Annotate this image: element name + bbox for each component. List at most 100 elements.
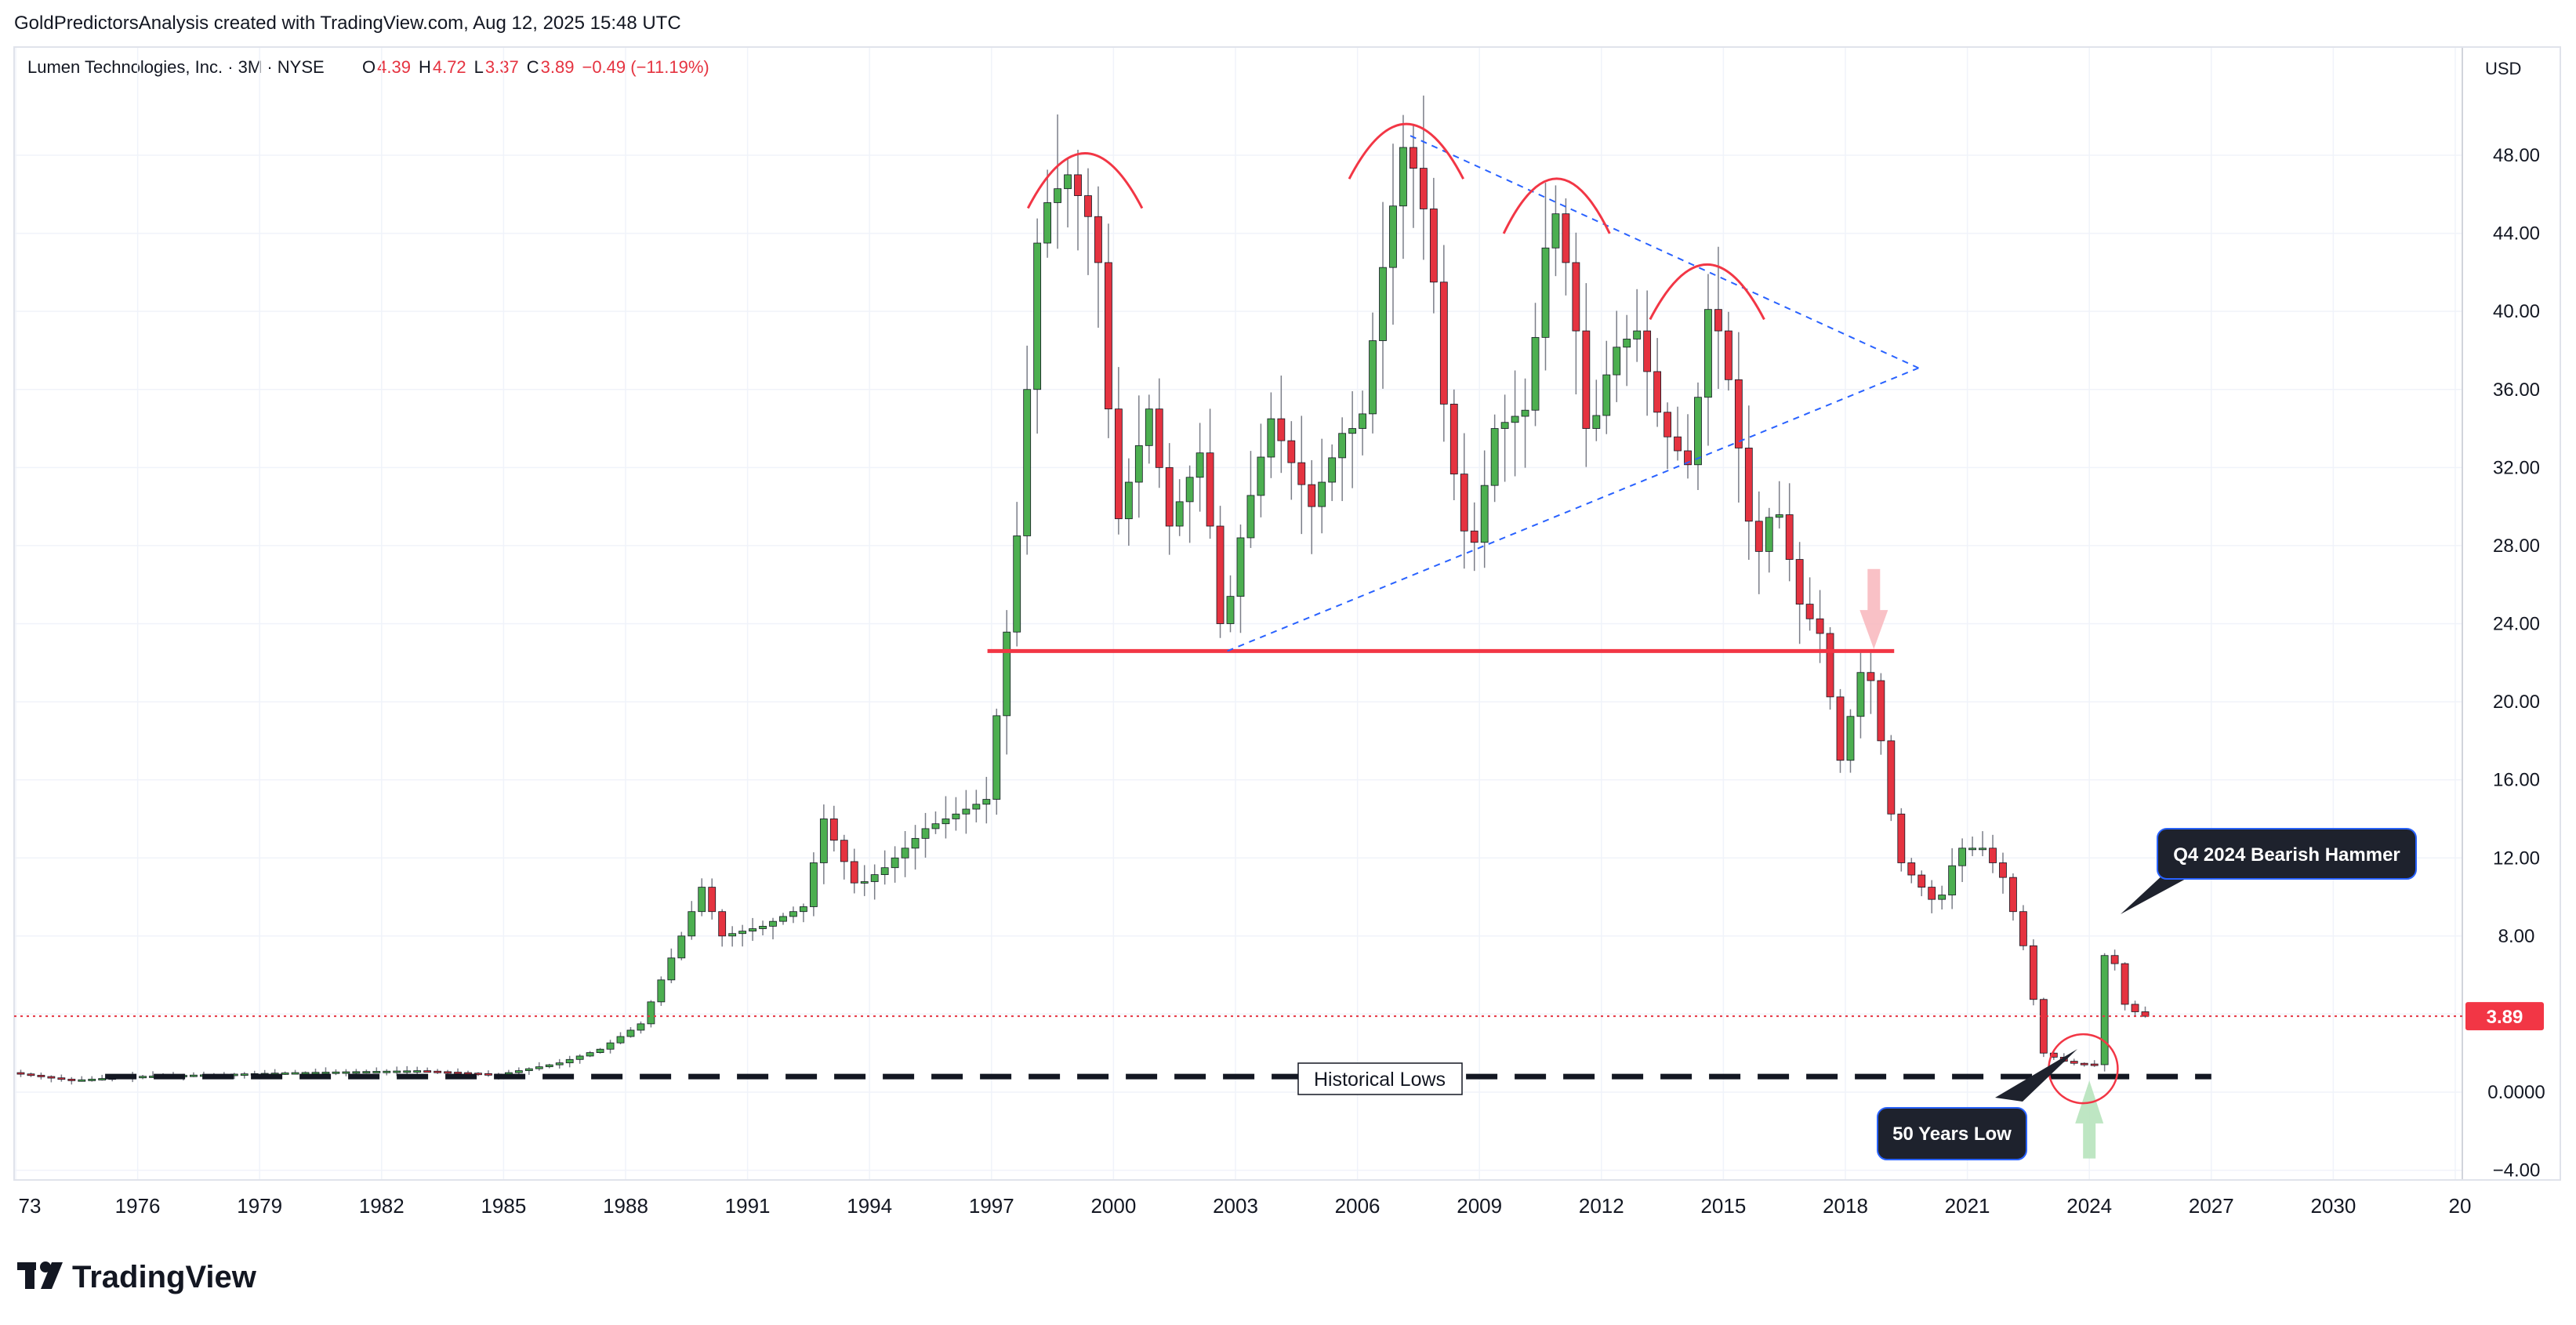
candle-down [1744, 448, 1753, 522]
candle-up [596, 1048, 604, 1053]
candle-down [1897, 813, 1906, 863]
candle-up [809, 862, 818, 907]
last-price-marker: 3.89 [14, 1002, 2544, 1031]
candle-up [1623, 339, 1631, 348]
candle-up [1033, 242, 1042, 390]
y-tick-label: 40.00 [2493, 301, 2540, 322]
candle-up [677, 935, 686, 959]
symbol-info: Lumen Technologies, Inc. · 3M · NYSE O4.… [27, 57, 709, 77]
candle-up [931, 823, 940, 829]
candle-up [952, 813, 960, 819]
candle-down [434, 1070, 442, 1073]
candle-up [1003, 631, 1011, 717]
credit-text: GoldPredictorsAnalysis created with Trad… [14, 13, 681, 34]
fifty-year-low-text: 50 Years Low [1892, 1124, 2012, 1145]
candle-down [840, 840, 848, 862]
candle-up [1602, 374, 1611, 416]
candle-down [1308, 484, 1316, 507]
bearish-hammer-box [2157, 828, 2417, 880]
candle-down [1907, 862, 1916, 876]
candle-up [779, 916, 787, 922]
fifty-year-low-pointer [1995, 1049, 2077, 1102]
candle-up [870, 874, 879, 882]
candle-down [37, 1075, 45, 1077]
candle-up [1195, 452, 1204, 478]
candle-up [1846, 716, 1855, 761]
candle-down [1805, 604, 1814, 619]
candle-up [1551, 213, 1560, 249]
candle-down [1287, 440, 1296, 463]
candle-up [1338, 433, 1347, 459]
candle-up [1013, 535, 1021, 633]
x-tick-label: 2012 [1579, 1194, 1624, 1218]
close-label: C [527, 57, 539, 77]
candle-up [555, 1062, 564, 1065]
candle-up [992, 715, 1001, 800]
candle-up [535, 1066, 543, 1069]
candle-down [47, 1076, 56, 1079]
bearish-hammer-text: Q4 2024 Bearish Hammer [2173, 844, 2400, 866]
candle-down [1074, 174, 1082, 196]
candle-down [1449, 404, 1458, 475]
candle-up [1236, 537, 1245, 597]
candle-down [2110, 955, 2119, 964]
peak-arc [1026, 152, 1144, 209]
candle-down [1410, 147, 1417, 169]
candle-down [829, 819, 838, 841]
candle-down [2131, 1004, 2139, 1012]
x-tick-label: 1979 [237, 1194, 282, 1218]
candle-up [1633, 330, 1642, 339]
candle-down [2080, 1062, 2088, 1065]
candle-up [1185, 477, 1194, 503]
candle-up [1267, 418, 1275, 458]
candle-up [626, 1029, 635, 1037]
candle-down [2039, 999, 2048, 1054]
candle-up [738, 931, 747, 935]
candle-down [57, 1077, 66, 1080]
candle-down [1165, 466, 1174, 527]
bearish-hammer-pointer [2121, 874, 2187, 914]
candle-down [1795, 559, 1804, 605]
candle-up [606, 1042, 615, 1050]
last-price-box [2465, 1002, 2544, 1031]
candle-up [1856, 672, 1865, 717]
candle-down [16, 1072, 25, 1075]
candle-down [1826, 633, 1834, 698]
candle-up [728, 933, 737, 937]
candle-up [1521, 409, 1529, 417]
grid [14, 47, 2462, 1180]
y-tick-label: 12.00 [2493, 848, 2540, 869]
x-tick-label: 2018 [1823, 1194, 1868, 1218]
candle-up [942, 819, 950, 825]
candle-up [647, 1001, 655, 1025]
x-tick-label: 1997 [969, 1194, 1014, 1218]
candle-up [749, 928, 756, 932]
candle-down [708, 887, 717, 913]
candle-down [1439, 281, 1448, 405]
candle-up [891, 857, 899, 869]
candle-down [2141, 1011, 2150, 1017]
candle-up [921, 828, 930, 839]
candle-up [972, 804, 981, 810]
candle-up [575, 1055, 584, 1060]
candle-down [1643, 330, 1652, 372]
low-circle [2048, 1033, 2119, 1105]
candle-up [190, 1074, 198, 1077]
x-tick-label: 2009 [1457, 1194, 1502, 1218]
candle-down [1724, 330, 1732, 380]
candle-down [1460, 474, 1468, 532]
candle-down [1836, 696, 1845, 761]
candle-up [1938, 895, 1947, 900]
candle-up [962, 808, 971, 815]
candle-down [444, 1071, 452, 1074]
candle-down [1928, 887, 1936, 900]
last-price-text: 3.89 [2487, 1007, 2523, 1028]
candle-down [2121, 963, 2129, 1005]
x-tick-label: 2006 [1335, 1194, 1381, 1218]
candle-up [1124, 481, 1133, 520]
candle-up [1765, 517, 1773, 552]
candle-down [454, 1072, 462, 1074]
candle-up [311, 1072, 320, 1075]
candle-up [545, 1064, 553, 1068]
